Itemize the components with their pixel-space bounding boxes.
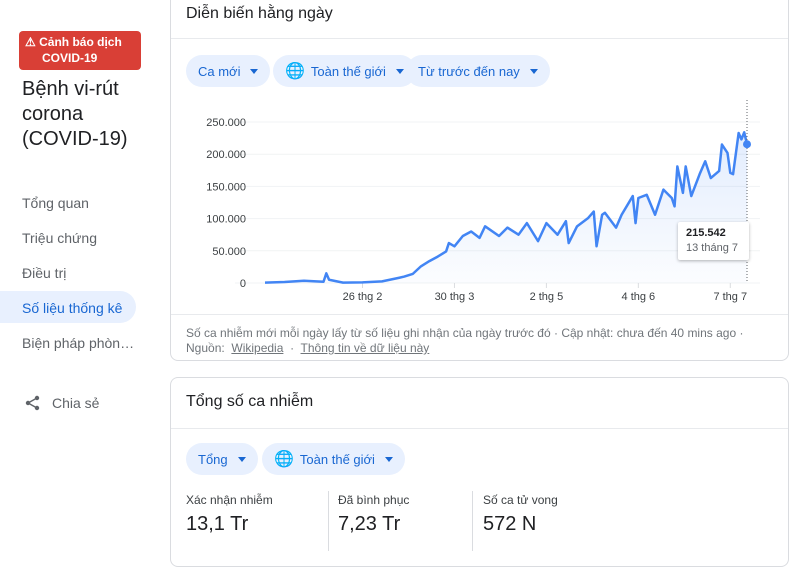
series-line [264, 131, 749, 284]
total-card: Tổng số ca nhiễm Tổng 🌐 Toàn thế giới Xác… [170, 377, 789, 567]
hover-point [743, 140, 751, 149]
nav-symptoms[interactable]: Triệu chứng [22, 230, 97, 246]
chart-footer: Số ca nhiễm mới mỗi ngày lấy từ số liệu … [186, 326, 744, 355]
globe-icon: 🌐 [274, 451, 294, 468]
y-tick-label: 0 [240, 278, 246, 290]
chevron-down-icon [237, 456, 246, 462]
nav-statistics[interactable]: Số liệu thống kê [0, 291, 136, 323]
chip-region[interactable]: 🌐 Toàn thế giới [273, 55, 416, 87]
warning-icon: ⚠ [25, 35, 36, 49]
chip-time-range[interactable]: Từ trước đến nay [406, 55, 550, 87]
chevron-down-icon [384, 456, 393, 462]
globe-icon: 🌐 [285, 63, 305, 80]
share-label: Chia sẻ [52, 395, 100, 411]
chevron-down-icon [395, 68, 404, 74]
tooltip-value: 215.542 [686, 227, 726, 239]
daily-cases-chart[interactable]: 0 50.000 100.000 150.000 200.000 250.000 26 th… [0, 0, 800, 320]
covid-alert-badge[interactable]: ⚠ Cảnh báo dịch COVID-19 [19, 31, 141, 70]
y-tick-label: 200.000 [206, 149, 246, 161]
x-tick-label: 26 thg 2 [343, 291, 383, 303]
chart-tooltip: 215.542 13 tháng 7 [678, 222, 749, 260]
share-button[interactable]: Chia sẻ [24, 394, 99, 412]
daily-title: Diễn biến hằng ngày [186, 5, 333, 22]
x-tick-label: 2 thg 5 [530, 291, 564, 303]
tooltip-date: 13 tháng 7 [686, 242, 738, 254]
nav-overview[interactable]: Tổng quan [22, 195, 89, 211]
y-tick-label: 50.000 [212, 246, 246, 258]
wikipedia-link[interactable]: Wikipedia [231, 341, 284, 355]
series-area [265, 132, 747, 283]
share-icon [25, 395, 40, 411]
x-tick-label: 7 thg 7 [713, 291, 747, 303]
x-tick-label: 30 thg 3 [435, 291, 475, 303]
chevron-down-icon [250, 68, 259, 74]
page-title: Bệnh vi-rút corona (COVID-19) [22, 78, 128, 150]
y-tick-label: 250.000 [206, 117, 246, 129]
stat-confirmed: Xác nhận nhiễm 13,1 Tr [186, 493, 273, 535]
chevron-down-icon [529, 68, 538, 74]
chip-case-type[interactable]: Ca mới [186, 55, 271, 87]
chip-total-region[interactable]: 🌐 Toàn thế giới [262, 443, 405, 475]
chip-total[interactable]: Tổng [186, 443, 258, 475]
nav-prevention[interactable]: Biện pháp phòn… [22, 335, 135, 351]
total-title: Tổng số ca nhiễm [186, 393, 314, 410]
stat-recovered: Đã bình phục 7,23 Tr [338, 493, 410, 535]
x-tick-label: 4 thg 6 [622, 291, 656, 303]
y-tick-label: 150.000 [206, 181, 246, 193]
y-tick-label: 100.000 [206, 214, 246, 226]
nav-treatment[interactable]: Điều trị [22, 265, 67, 281]
alert-line2: COVID-19 [42, 51, 98, 65]
stat-deaths: Số ca tử vong 572 N [483, 493, 558, 535]
data-info-link[interactable]: Thông tin về dữ liệu này [300, 341, 430, 355]
